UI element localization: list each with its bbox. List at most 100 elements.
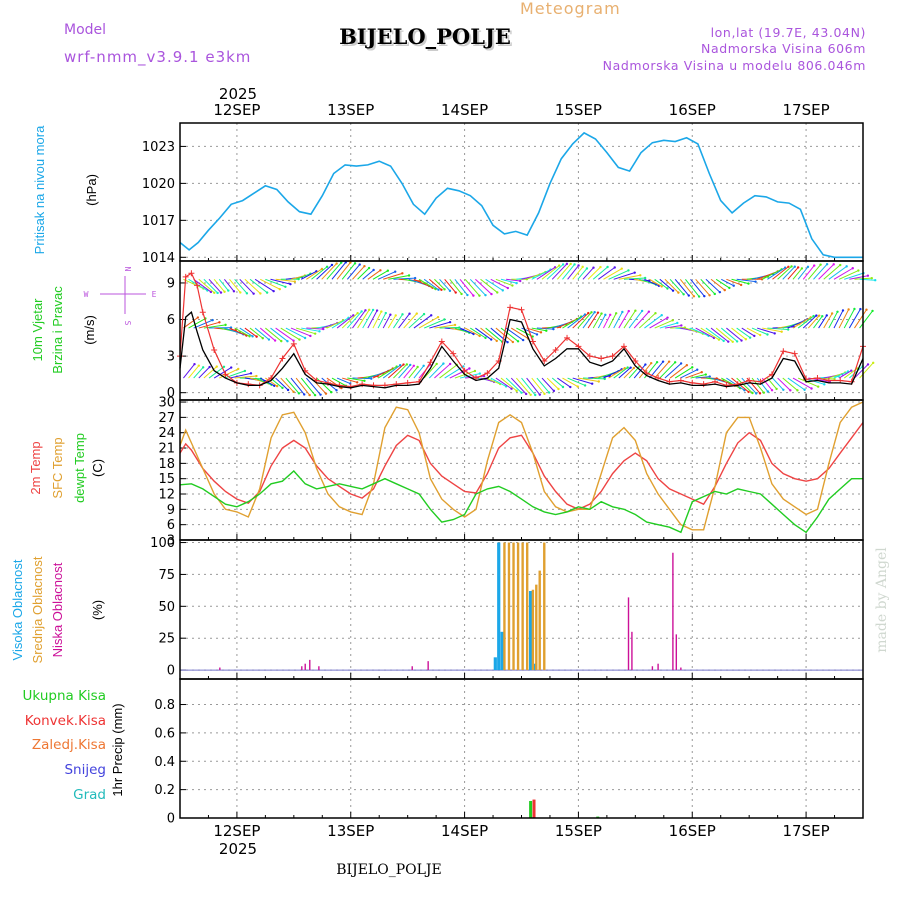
wind-arrow — [434, 363, 451, 379]
top-day-label: 14SEP — [441, 101, 488, 119]
precip-unit: 1hr Precip (mm) — [110, 703, 125, 796]
wind-arrow-head — [620, 267, 623, 270]
wind-arrow — [439, 278, 451, 292]
wind-arrow-head — [325, 265, 329, 268]
wind-arrow — [500, 278, 517, 284]
wind-arrow-head — [870, 276, 873, 280]
gust-point — [182, 273, 189, 280]
wind-arrow — [352, 265, 365, 280]
wind-arrow-head — [539, 331, 543, 334]
wind-arrow — [598, 267, 616, 280]
wind-arrow — [367, 269, 381, 280]
wind-arrow — [838, 270, 859, 280]
wind-arrow-head — [289, 282, 292, 286]
wind-arrow — [341, 312, 358, 329]
wind-arrow-head — [407, 274, 411, 277]
wind-arrow — [480, 327, 498, 342]
wind-arrow — [792, 377, 812, 389]
wind-arrow — [582, 311, 596, 329]
wind-arrow-head — [443, 288, 446, 291]
wind-arrow — [408, 366, 419, 379]
wind-arrow-head — [680, 324, 683, 327]
wind-arrow — [807, 264, 821, 280]
wind-arrow-head — [265, 291, 269, 294]
bottom-day-label: 12SEP — [213, 822, 260, 840]
wind-arrow — [603, 368, 622, 379]
wind-arrow — [295, 327, 316, 335]
wind-arrow — [557, 318, 578, 329]
wind-arrow — [664, 278, 679, 293]
wind-arrow — [690, 278, 705, 297]
wind-arrow-head — [552, 389, 556, 393]
wind-arrow — [736, 327, 751, 339]
wind-arrow-head — [543, 392, 546, 396]
wind-arrow-head — [587, 311, 590, 315]
wind-arrow-head — [482, 374, 486, 378]
wind-arrow — [336, 262, 351, 280]
wind-arrow — [633, 364, 646, 379]
top-day-label: 12SEP — [213, 101, 260, 119]
temp-ytick-label: 9 — [167, 503, 175, 518]
wind-arrow-head — [413, 276, 417, 280]
wind-arrow — [669, 278, 685, 295]
wind-arrow-head — [484, 336, 487, 340]
wind-arrow — [259, 327, 276, 341]
wind-arrow — [577, 268, 588, 280]
wind-arrow — [213, 278, 225, 293]
wind-arrow — [305, 377, 321, 396]
wind-arrow — [674, 366, 693, 379]
wind-arrow-head — [280, 339, 283, 343]
wind-arrow-head — [197, 364, 201, 367]
wind-arrow-head — [547, 391, 551, 394]
legend-total-precip: Ukupna Kisa — [23, 688, 106, 704]
wind-arrow — [377, 366, 397, 379]
gust-point — [359, 381, 366, 388]
top-day-label: 13SEP — [327, 101, 374, 119]
gust-point — [723, 382, 730, 389]
wind-arrow-head — [360, 310, 363, 313]
wind-arrow-head — [364, 309, 367, 312]
wind-arrow — [777, 266, 792, 280]
gust-point — [245, 381, 252, 388]
wind-arrow-head — [583, 384, 587, 387]
wind-arrow — [347, 377, 365, 382]
wind-arrow-head — [687, 294, 690, 297]
wind-arrow — [546, 377, 559, 390]
wind-arrow — [444, 278, 457, 293]
compass-west: W — [84, 290, 89, 299]
pressure-ytick-label: 1023 — [142, 140, 175, 155]
wind-arrow — [449, 278, 462, 295]
wind-arrow — [762, 268, 782, 280]
wind-arrow-head — [692, 295, 696, 298]
wind-arrow — [377, 271, 396, 280]
wind-arrow — [413, 278, 433, 289]
gust-point — [700, 381, 707, 388]
wind-arrow — [254, 377, 272, 386]
wind-arrow — [393, 364, 408, 379]
wind-arrow-head — [773, 332, 776, 335]
wind-arrow-head — [666, 316, 669, 319]
wind-arrow — [290, 377, 305, 395]
cloud-ytick-label: 75 — [158, 568, 175, 583]
wind-ytick-label: 9 — [167, 276, 175, 291]
footer-station: BIJELO_POLJE — [336, 862, 441, 878]
wind-arrow — [213, 367, 232, 379]
wind-arrow-head — [708, 294, 711, 297]
station-title-shadow: BIJELO_POLJE — [341, 26, 513, 51]
wind-arrow — [828, 265, 847, 280]
wind-arrow-head — [626, 366, 629, 369]
wind-arrow-head — [324, 392, 328, 395]
wind-arrow — [270, 327, 288, 342]
wind-arrow-head — [490, 292, 493, 296]
wind-arrow-head — [538, 393, 542, 396]
wind-arrow-head — [303, 336, 307, 340]
wind-arrow-head — [790, 265, 793, 268]
wind-arrow-head — [496, 291, 499, 294]
high-cloud-bar — [529, 591, 533, 671]
wind-arrow — [336, 377, 351, 384]
wind-arrow — [495, 377, 512, 390]
precip-frame — [179, 678, 864, 819]
wind-arrow-head — [735, 340, 739, 343]
wind-arrow — [844, 272, 864, 280]
wind-arrow-head — [739, 283, 743, 287]
